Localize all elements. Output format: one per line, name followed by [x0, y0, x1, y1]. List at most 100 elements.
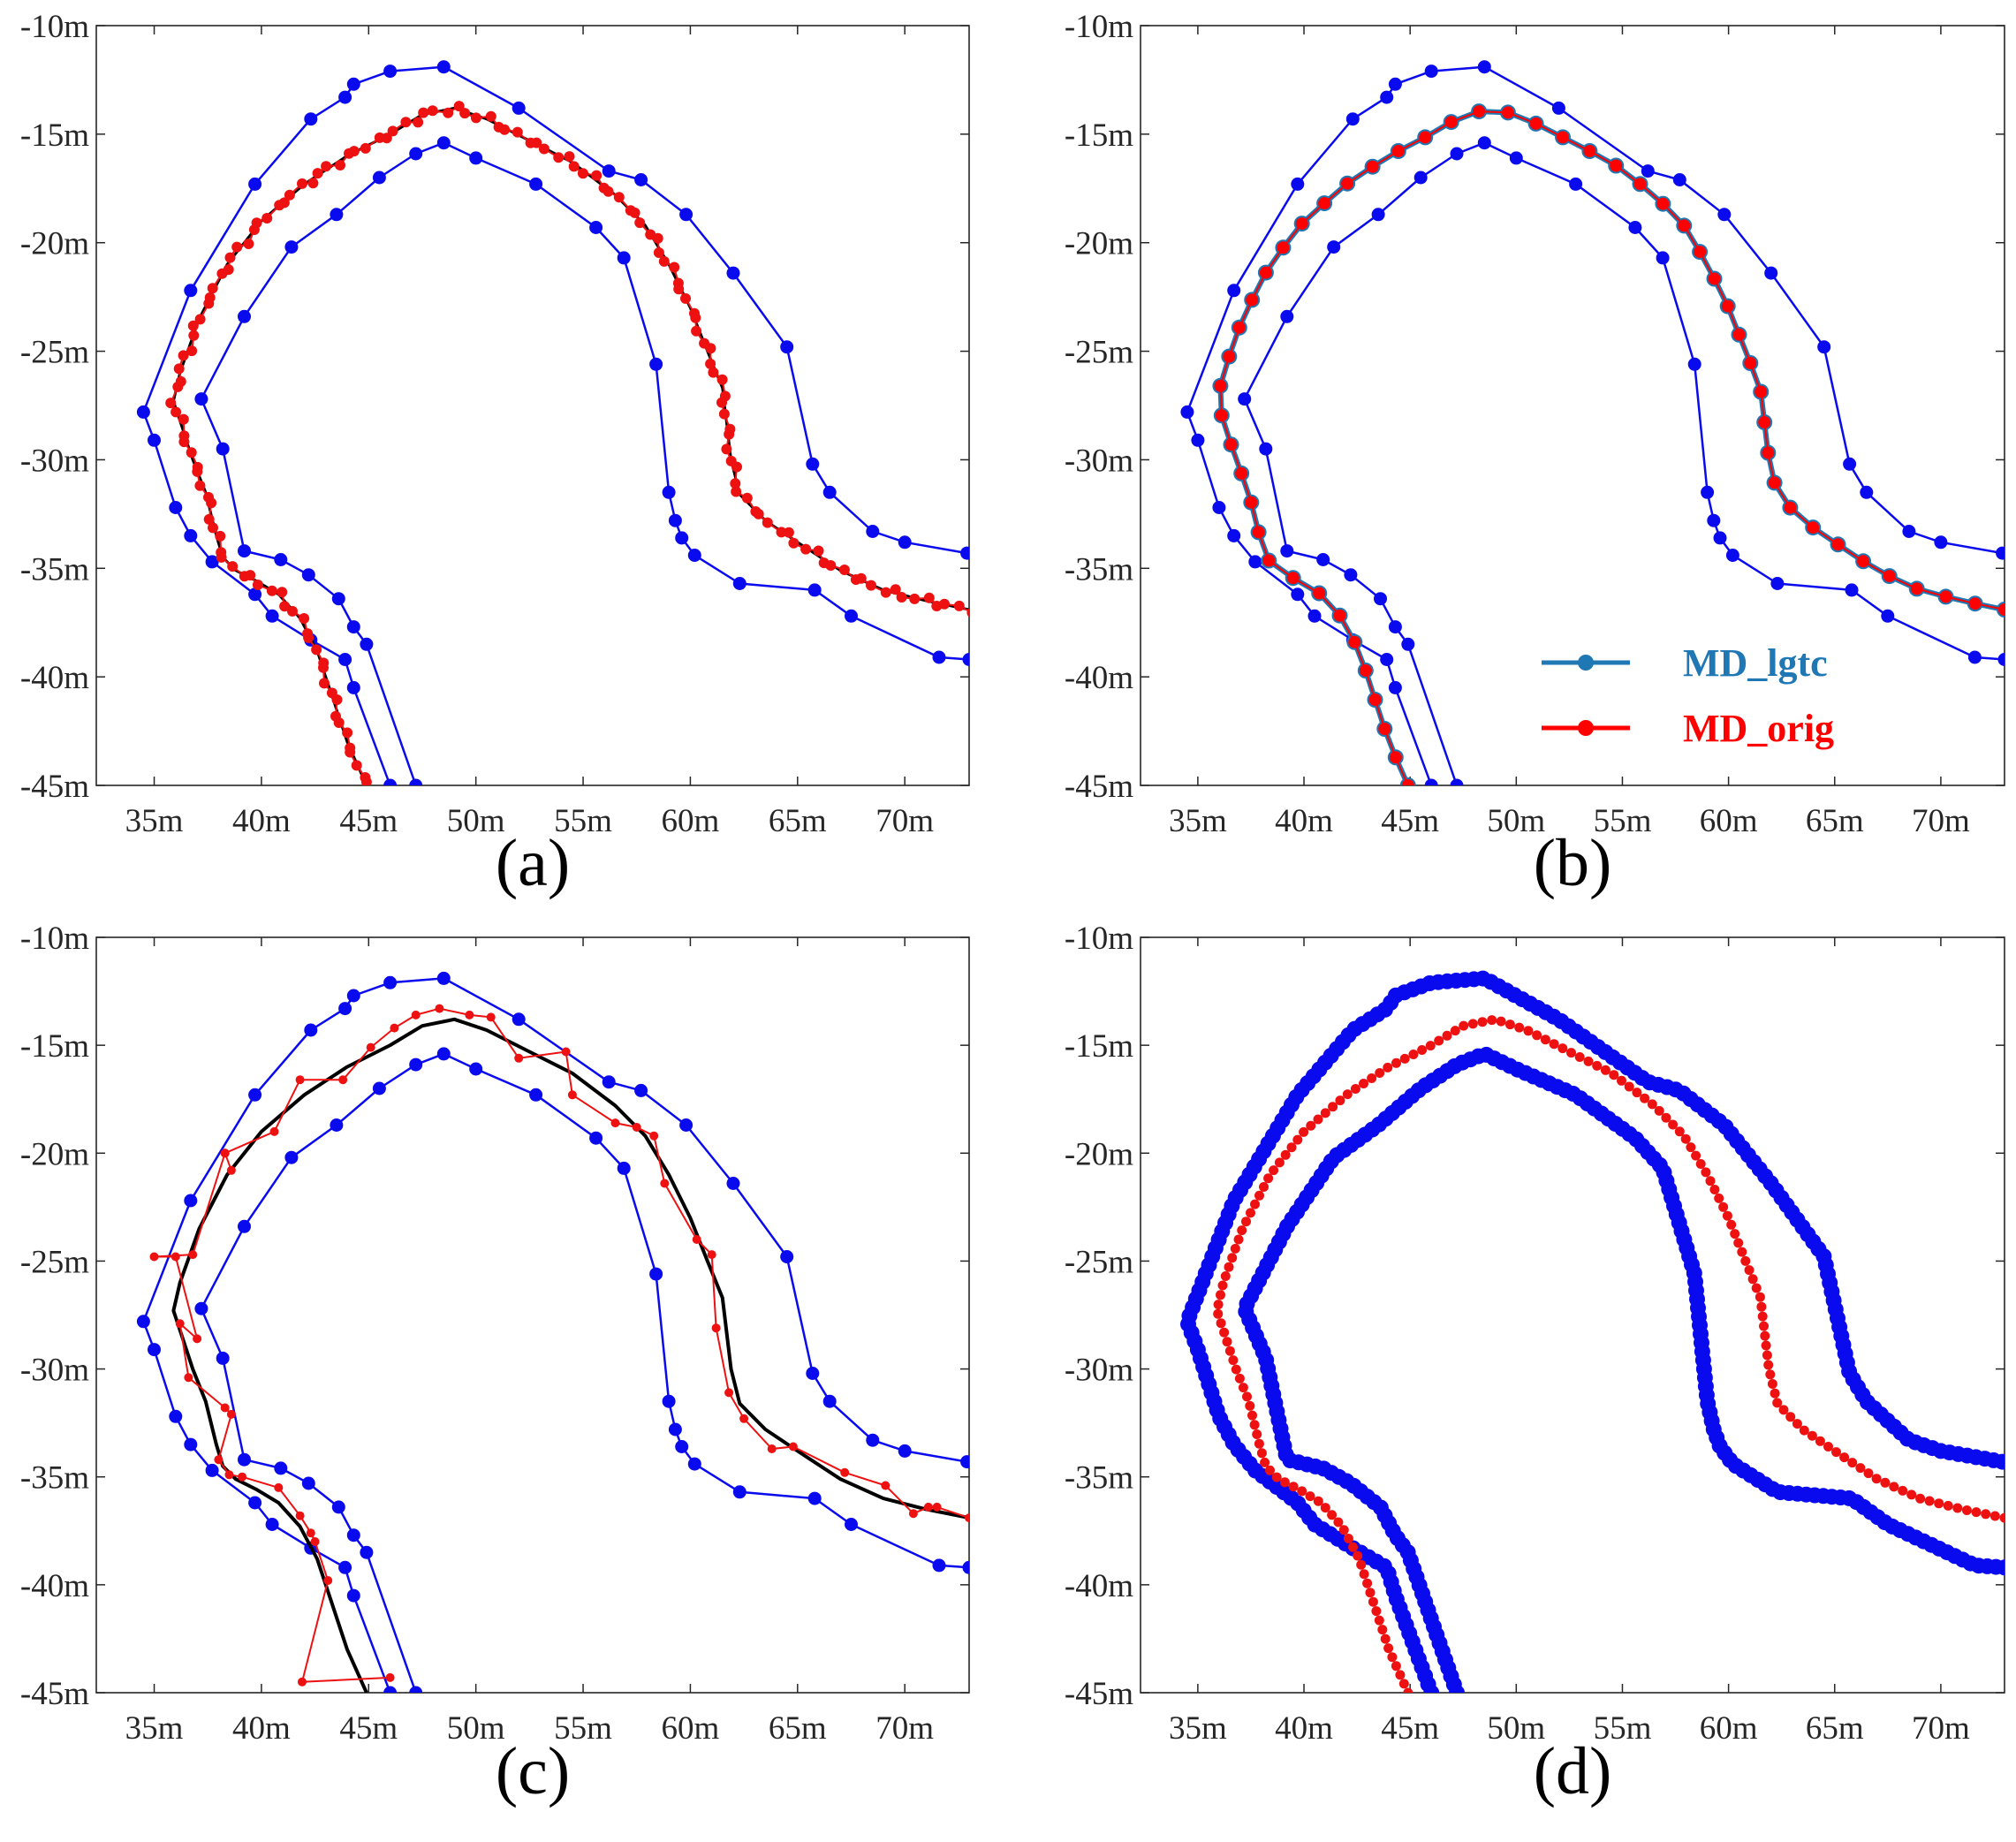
- data-point: [687, 549, 701, 562]
- data-point: [1391, 1057, 1401, 1068]
- data-point: [1574, 1052, 1585, 1062]
- y-tick-label: -25m: [1065, 1244, 1133, 1280]
- data-point: [1450, 147, 1464, 161]
- data-point: [1350, 1084, 1360, 1094]
- data-point: [881, 1481, 891, 1490]
- x-tick-label: 65m: [1806, 803, 1864, 839]
- data-point: [252, 580, 263, 590]
- data-point: [1730, 1229, 1740, 1239]
- data-point: [307, 178, 319, 189]
- x-tick-label: 35m: [125, 803, 184, 839]
- x-tick-label: 65m: [769, 803, 827, 839]
- data-point: [1751, 1283, 1762, 1293]
- data-point: [890, 584, 901, 595]
- data-point: [1348, 635, 1361, 648]
- data-point: [1763, 1360, 1774, 1370]
- data-point: [1509, 151, 1523, 165]
- data-point: [1943, 1500, 1953, 1511]
- data-point: [845, 609, 858, 623]
- data-point: [1758, 416, 1771, 428]
- x-tick-label: 60m: [662, 803, 720, 839]
- data-point: [1313, 1496, 1323, 1506]
- data-point: [187, 320, 199, 331]
- data-point: [1551, 101, 1565, 115]
- data-point: [1640, 1093, 1650, 1103]
- x-tick-label: 45m: [1381, 1710, 1439, 1747]
- x-tick-label: 50m: [447, 1710, 505, 1747]
- data-point: [216, 442, 230, 456]
- x-tick-label: 55m: [1594, 1710, 1652, 1747]
- data-point: [311, 644, 322, 656]
- data-point: [208, 522, 218, 534]
- data-point: [1726, 1219, 1737, 1230]
- data-point: [207, 283, 218, 294]
- data-point: [923, 1502, 933, 1512]
- data-point: [1701, 1167, 1711, 1178]
- data-point: [660, 1179, 670, 1188]
- data-point: [724, 428, 735, 440]
- data-point: [1320, 1108, 1330, 1118]
- series-inner-boundary: [194, 1047, 969, 1693]
- data-point: [1252, 1429, 1262, 1439]
- data-point: [1714, 1193, 1724, 1203]
- data-point: [1807, 521, 1820, 534]
- y-tick-label: -45m: [1065, 769, 1133, 805]
- y-tick-label: -40m: [1065, 1568, 1133, 1604]
- data-point: [274, 553, 288, 566]
- x-tick-label: 55m: [554, 1710, 612, 1747]
- data-point: [411, 1010, 421, 1020]
- data-point: [1817, 340, 1831, 354]
- plot-area: [1180, 60, 2005, 785]
- y-tick-label: -10m: [20, 921, 89, 957]
- data-point: [301, 1476, 315, 1490]
- series-noisy-trajectory: [149, 1004, 969, 1687]
- data-point: [1695, 1159, 1706, 1169]
- data-point: [1234, 1373, 1245, 1383]
- data-point: [348, 146, 360, 157]
- data-point: [1395, 1670, 1406, 1680]
- data-point: [1557, 131, 1569, 144]
- data-point: [1256, 1448, 1267, 1459]
- data-point: [323, 1576, 333, 1585]
- series-outer-boundary: [136, 971, 969, 1693]
- data-point: [298, 1677, 307, 1687]
- data-point: [1356, 1559, 1367, 1570]
- data-point: [1232, 321, 1246, 334]
- data-point: [589, 1131, 603, 1145]
- data-point: [1583, 1056, 1594, 1066]
- y-tick-label: -15m: [20, 117, 89, 154]
- data-point: [204, 292, 216, 303]
- data-point: [1732, 328, 1746, 341]
- data-point: [1388, 620, 1402, 634]
- data-point: [1387, 1652, 1398, 1663]
- data-point: [435, 1004, 444, 1013]
- data-point: [1313, 587, 1326, 600]
- data-point: [383, 778, 398, 785]
- plot-area: [136, 971, 969, 1693]
- data-point: [184, 1194, 198, 1208]
- data-point: [302, 628, 314, 640]
- data-point: [589, 221, 603, 234]
- data-point: [203, 491, 214, 503]
- data-point: [1241, 1217, 1251, 1227]
- data-point: [1254, 1190, 1264, 1201]
- data-point: [1291, 587, 1305, 602]
- legend-marker: [1578, 655, 1594, 671]
- x-tick-label: 40m: [1275, 1710, 1333, 1747]
- data-point: [662, 485, 676, 499]
- data-point: [1388, 680, 1402, 694]
- data-point: [780, 1250, 794, 1263]
- y-tick-label: -45m: [20, 769, 89, 805]
- data-point: [136, 1315, 150, 1329]
- data-point: [673, 284, 685, 295]
- data-point: [813, 545, 824, 557]
- data-point: [966, 608, 969, 618]
- data-point: [1359, 664, 1372, 677]
- x-tick-label: 35m: [1169, 1710, 1227, 1747]
- data-point: [335, 160, 345, 171]
- data-point: [1359, 1079, 1368, 1088]
- y-tick-label: -10m: [1065, 921, 1133, 957]
- series-inner-boundary: [1238, 136, 2005, 785]
- data-point: [346, 989, 360, 1003]
- data-point: [1271, 1472, 1282, 1482]
